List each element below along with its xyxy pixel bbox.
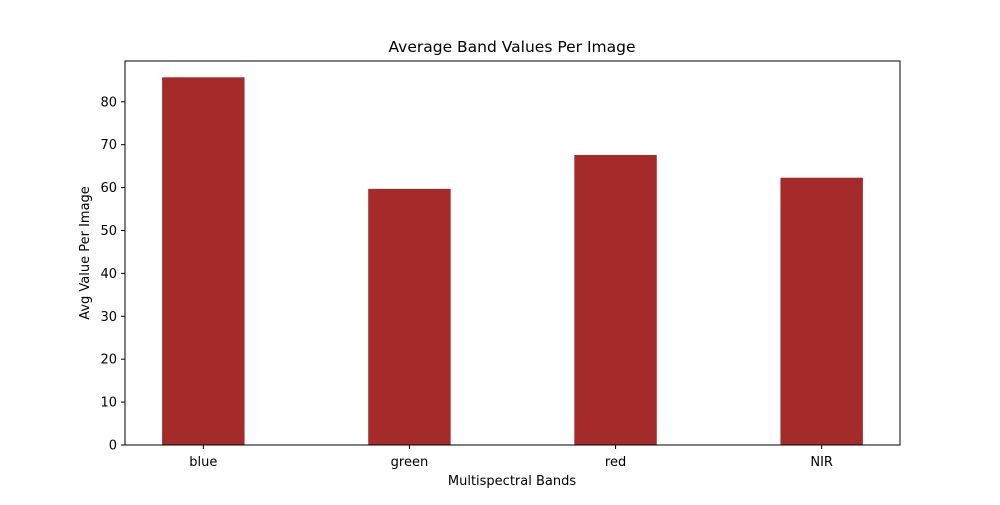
- y-tick-label: 30: [100, 310, 117, 325]
- y-tick-label: 60: [100, 181, 117, 196]
- bar-nir: [780, 177, 863, 446]
- x-tick-label: NIR: [810, 455, 833, 470]
- y-axis-label: Avg Value Per Image: [78, 186, 93, 320]
- y-tick-label: 20: [100, 353, 117, 368]
- x-tick-label: blue: [189, 455, 217, 470]
- x-axis-ticks: blue green red NIR: [189, 445, 833, 470]
- bar-red: [574, 154, 657, 445]
- y-tick-label: 10: [100, 396, 117, 411]
- chart-title: Average Band Values Per Image: [388, 38, 635, 56]
- y-axis-ticks: 0 10 20 30 40 50 60 70 80: [100, 95, 125, 454]
- x-tick-label: green: [391, 455, 429, 470]
- y-tick-label: 40: [100, 267, 117, 282]
- y-tick-label: 70: [100, 138, 117, 153]
- y-tick-label: 0: [109, 439, 117, 454]
- y-tick-label: 80: [100, 95, 117, 110]
- y-tick-label: 50: [100, 224, 117, 239]
- x-axis-label: Multispectral Bands: [448, 474, 576, 489]
- bar-blue: [162, 77, 245, 446]
- bars-group: [162, 77, 863, 446]
- plot-frame: [124, 60, 901, 446]
- x-tick-label: red: [605, 455, 626, 470]
- bar-green: [368, 188, 451, 445]
